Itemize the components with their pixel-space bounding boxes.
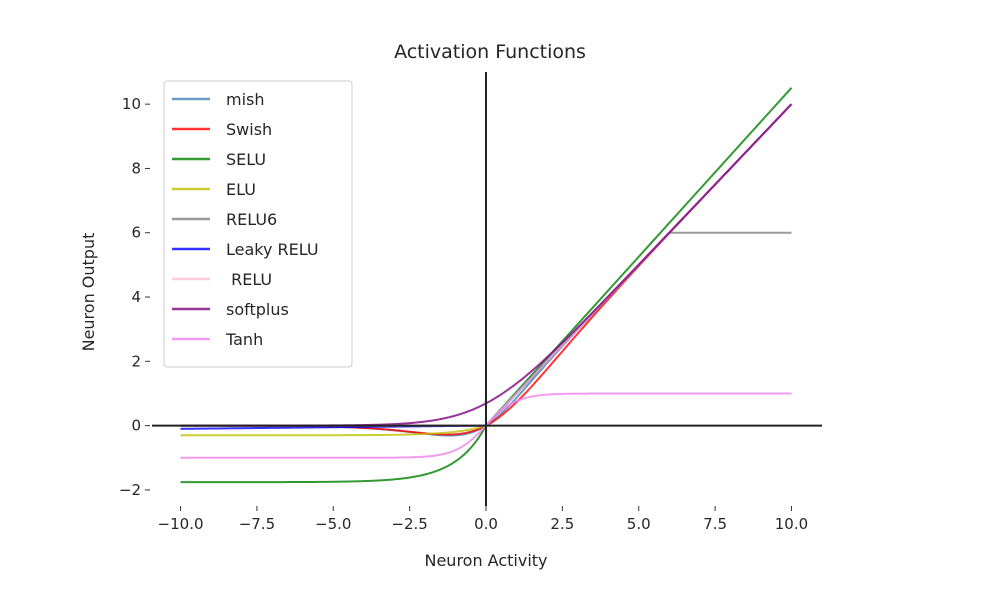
x-tick-label: −2.5 <box>391 515 427 533</box>
x-tick-label: 10.0 <box>775 515 808 533</box>
y-axis-title: Neuron Output <box>79 233 98 352</box>
y-tick-label: 8 <box>131 159 141 177</box>
x-axis-title: Neuron Activity <box>424 551 547 570</box>
legend-label: Tanh <box>225 330 263 349</box>
x-tick-label: 0.0 <box>474 515 498 533</box>
legend: mish Swish SELU ELU RELU6 Leaky RELU RELU soft… <box>163 80 353 368</box>
y-tick-label: 2 <box>131 352 141 370</box>
y-tick-label: 6 <box>131 224 141 242</box>
chart-title: Activation Functions <box>394 41 586 63</box>
legend-label: RELU <box>226 270 272 289</box>
y-tick-label: 10 <box>122 95 141 113</box>
y-tick-label: 4 <box>131 288 141 306</box>
legend-label: Swish <box>226 120 272 139</box>
legend-label: RELU6 <box>226 210 277 229</box>
y-tick-label: 0 <box>131 417 141 435</box>
y-tick-label: −2 <box>119 481 141 499</box>
x-tick-label: 7.5 <box>703 515 727 533</box>
x-tick-label: −7.5 <box>239 515 275 533</box>
legend-label: SELU <box>226 150 266 169</box>
x-tick-label: 2.5 <box>550 515 574 533</box>
legend-label: ELU <box>226 180 256 199</box>
x-tick-label: −10.0 <box>158 515 204 533</box>
legend-label: Leaky RELU <box>226 240 319 259</box>
axes: −10.0 −7.5 −5.0 −2.5 0.0 2.5 5.0 7.5 10.0 −2 0 2 4 6 8… <box>119 72 822 533</box>
legend-label: softplus <box>226 300 289 319</box>
x-tick-label: −5.0 <box>315 515 351 533</box>
legend-label: mish <box>226 90 265 109</box>
x-tick-label: 5.0 <box>627 515 651 533</box>
legend-box <box>163 80 353 368</box>
